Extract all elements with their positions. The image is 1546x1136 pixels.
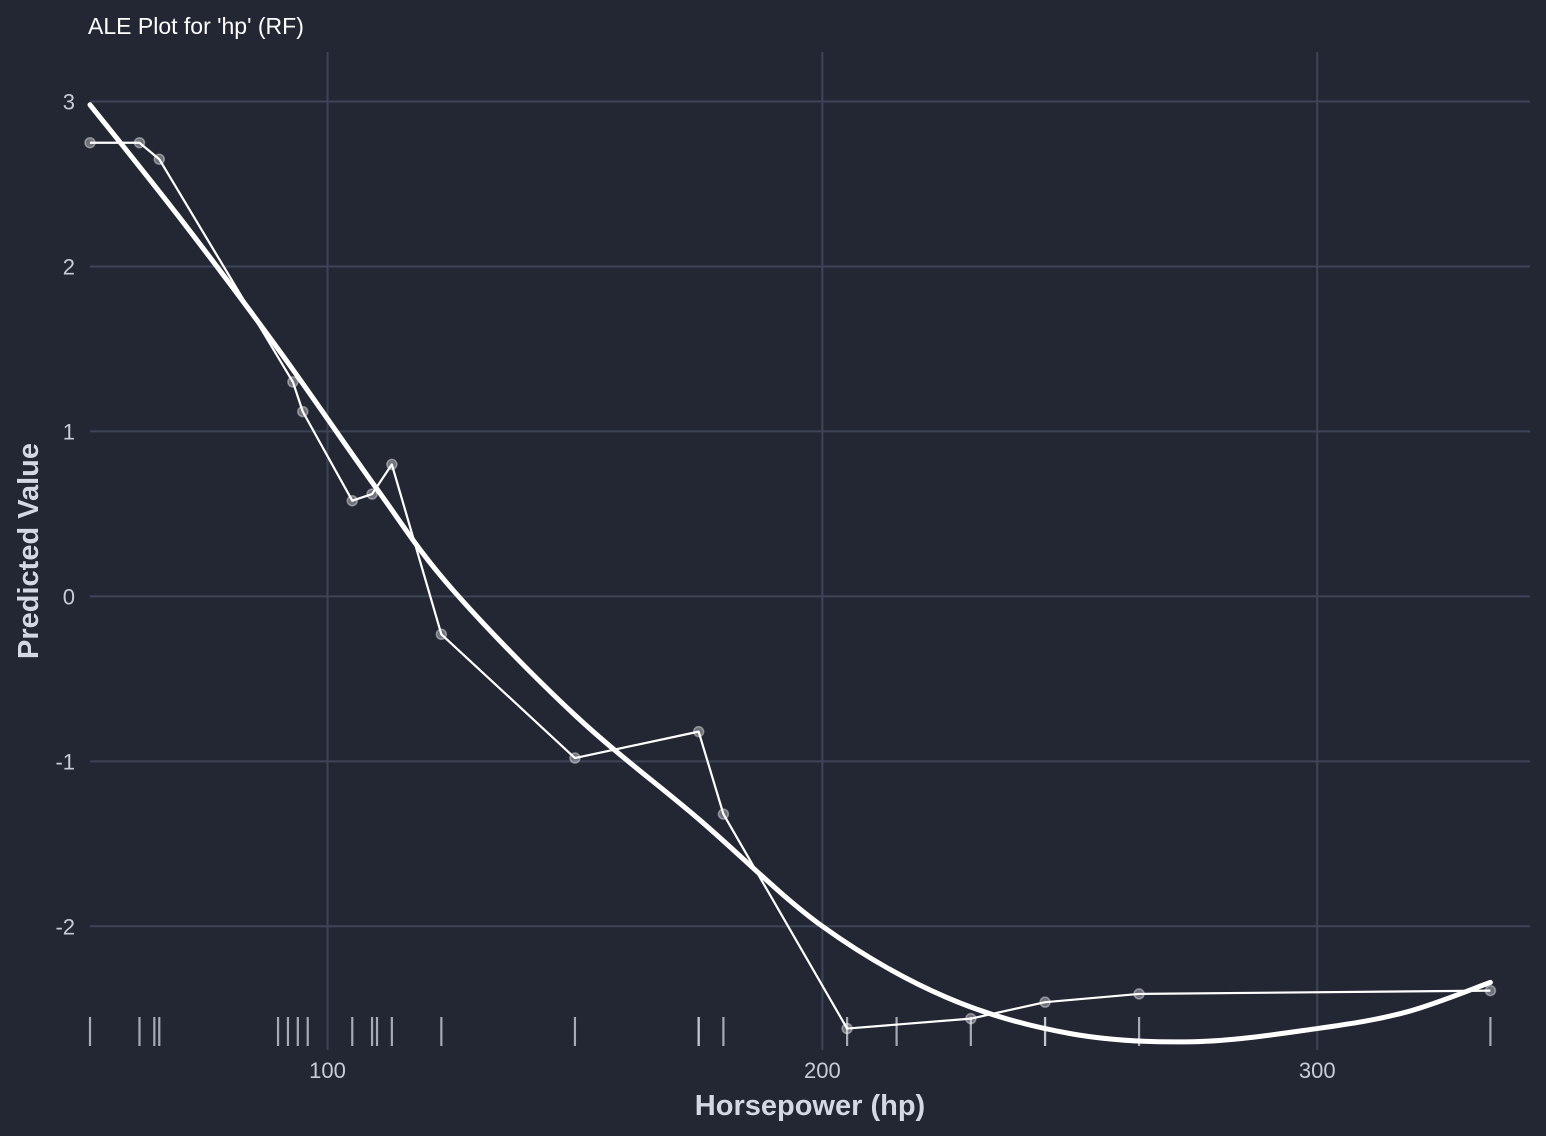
y-tick-label: -1	[55, 749, 75, 774]
ale-point	[133, 136, 146, 149]
ale-point	[386, 458, 398, 471]
y-tick-label: 0	[63, 584, 75, 609]
ale-point	[569, 752, 581, 764]
ale-point	[1133, 988, 1145, 1000]
y-tick-label: -2	[55, 914, 75, 939]
smooth-fit-line	[87, 102, 1493, 1045]
ale-point	[717, 808, 730, 820]
series-layer	[84, 102, 1497, 1045]
ale-point	[435, 628, 448, 641]
ale-point	[297, 405, 309, 418]
ale-point	[84, 136, 96, 149]
x-tick-label: 200	[804, 1058, 841, 1083]
ale-point	[965, 1012, 977, 1025]
x-tick-label: 100	[309, 1058, 346, 1083]
rug-layer	[88, 1017, 1492, 1046]
y-tick-label: 2	[63, 254, 75, 279]
ale-point	[1484, 984, 1497, 997]
ale-point	[287, 376, 299, 388]
axis-layer: -2 -1 0 1 2 3 100 200 300	[55, 89, 1335, 1083]
y-tick-label: 1	[63, 419, 75, 444]
x-axis-title: Horsepower (hp)	[695, 1090, 925, 1122]
ale-point	[153, 153, 166, 165]
ale-point	[1039, 996, 1051, 1008]
grid-layer	[90, 52, 1530, 1050]
ale-point	[692, 725, 705, 738]
y-tick-label: 3	[63, 89, 75, 114]
ale-line	[90, 141, 1491, 1030]
x-tick-label: 300	[1299, 1058, 1336, 1083]
ale-point	[841, 1022, 853, 1035]
chart-title: ALE Plot for 'hp' (RF)	[88, 13, 304, 39]
ale-point	[346, 494, 359, 507]
ale-point	[366, 488, 378, 500]
y-axis-title: Predicted Value	[13, 443, 45, 659]
